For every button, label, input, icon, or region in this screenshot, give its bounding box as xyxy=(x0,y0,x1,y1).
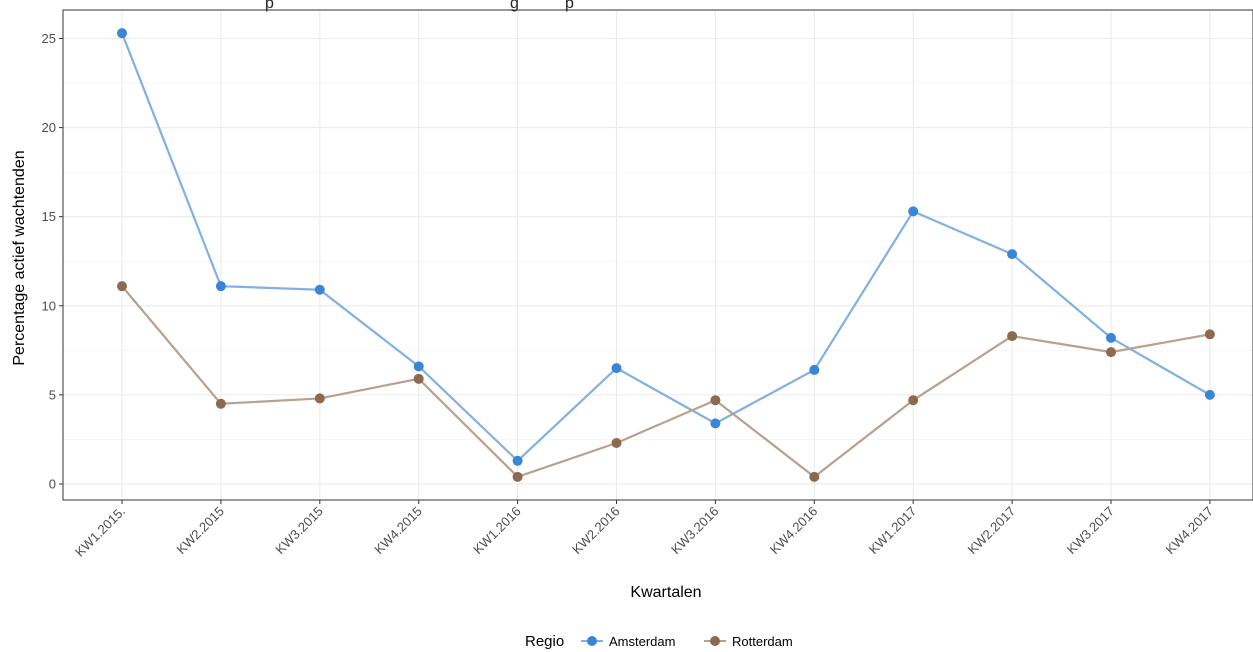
data-point-amsterdam xyxy=(314,284,325,295)
data-point-amsterdam xyxy=(908,206,919,217)
x-tick-label: KW2.2017 xyxy=(965,504,1019,558)
data-point-amsterdam xyxy=(710,418,721,429)
title-fragment-2: g xyxy=(510,0,519,12)
x-axis-title: Kwartalen xyxy=(630,584,701,601)
data-point-rotterdam xyxy=(314,393,325,404)
series-layer xyxy=(117,28,1215,482)
x-tick-label: KW1.2017 xyxy=(866,504,920,558)
y-tick-label: 5 xyxy=(49,387,56,402)
data-point-rotterdam xyxy=(710,395,721,406)
gridlines xyxy=(63,10,1253,500)
legend-item-rotterdam: Rotterdam xyxy=(704,634,793,649)
series-line-amsterdam xyxy=(120,32,1211,462)
legend-label-amsterdam: Amsterdam xyxy=(609,634,675,649)
chart-title-fragments: p g p xyxy=(265,0,574,12)
data-point-rotterdam xyxy=(512,471,523,482)
series-line-rotterdam xyxy=(121,285,1211,478)
x-tick-label: KW1.2016 xyxy=(470,504,524,558)
data-point-amsterdam xyxy=(512,455,523,466)
x-tick-label: KW4.2015 xyxy=(371,504,425,558)
x-tick-label: KW1.2015. xyxy=(72,504,128,560)
x-tick-label: KW3.2015 xyxy=(272,504,326,558)
data-point-rotterdam xyxy=(1106,347,1116,358)
data-point-rotterdam xyxy=(908,395,919,406)
data-point-amsterdam xyxy=(413,361,424,372)
x-tick-label: KW4.2016 xyxy=(767,504,821,558)
data-point-rotterdam xyxy=(413,373,424,384)
x-tick-label: KW2.2016 xyxy=(569,504,623,558)
legend-label-rotterdam: Rotterdam xyxy=(732,634,793,649)
title-fragment-1: p xyxy=(265,0,274,12)
data-point-rotterdam xyxy=(611,437,622,448)
y-tick-label: 10 xyxy=(42,298,56,313)
data-point-amsterdam xyxy=(117,28,127,39)
data-point-rotterdam xyxy=(117,281,127,292)
y-tick-label: 20 xyxy=(42,120,56,135)
legend-item-amsterdam: Amsterdam xyxy=(581,634,675,649)
x-tick-label: KW3.2016 xyxy=(668,504,722,558)
plot-panel-border xyxy=(62,9,1253,501)
y-axis-title: Percentage actief wachtenden xyxy=(11,150,28,365)
x-tick-label: KW4.2017 xyxy=(1162,504,1216,558)
legend-title: Regio xyxy=(525,633,564,650)
x-tick-label: KW3.2017 xyxy=(1064,504,1118,558)
data-point-amsterdam xyxy=(1204,389,1215,400)
data-point-rotterdam xyxy=(1007,331,1018,342)
y-tick-label: 15 xyxy=(42,209,56,224)
data-point-rotterdam xyxy=(215,398,226,409)
legend: Regio Amsterdam Rotterdam xyxy=(525,633,793,650)
data-point-rotterdam xyxy=(809,471,820,482)
y-tick-label: 25 xyxy=(42,31,56,46)
x-axis: KW1.2015. KW2.2015 KW3.2015 KW4.2015 KW1.201… xyxy=(72,500,1216,560)
data-point-amsterdam xyxy=(1007,249,1018,260)
data-point-amsterdam xyxy=(809,364,820,375)
data-point-amsterdam xyxy=(1106,332,1116,343)
data-point-amsterdam xyxy=(611,363,622,374)
y-axis: 0 5 10 15 20 25 xyxy=(42,31,63,491)
y-tick-label: 0 xyxy=(49,476,56,491)
legend-key-dot-amsterdam xyxy=(587,636,597,646)
title-fragment-3: p xyxy=(565,0,574,12)
data-point-rotterdam xyxy=(1204,329,1215,340)
x-tick-label: KW2.2015 xyxy=(173,504,227,558)
data-point-amsterdam xyxy=(215,281,226,292)
legend-key-dot-rotterdam xyxy=(710,636,720,646)
